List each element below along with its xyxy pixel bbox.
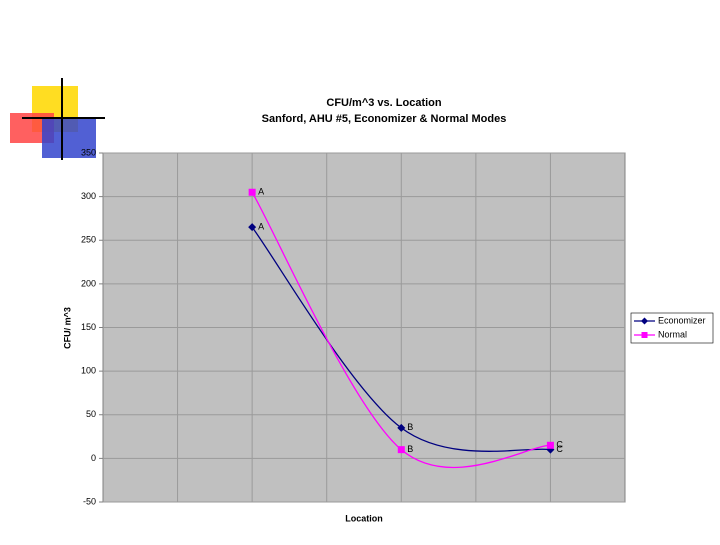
data-label: A	[258, 222, 264, 232]
point	[397, 446, 405, 454]
y-tick-label: 100	[81, 366, 96, 376]
data-label: B	[407, 422, 413, 432]
y-tick-label: 300	[81, 191, 96, 201]
y-tick-label: 200	[81, 278, 96, 288]
series-line	[251, 226, 551, 452]
series-line	[251, 191, 551, 469]
y-tick-label: 350	[81, 147, 96, 157]
y-tick-label: 250	[81, 235, 96, 245]
legend-marker	[641, 317, 648, 325]
chart-title: CFU/m^3 vs. Location	[326, 97, 442, 109]
slide-logo	[10, 78, 105, 160]
legend-label: Normal	[658, 329, 687, 339]
point	[397, 423, 406, 432]
data-label: C	[556, 440, 563, 450]
x-axis-title: Location	[345, 513, 383, 523]
point	[546, 441, 554, 449]
y-axis-title: CFU/ m^3	[62, 307, 72, 349]
legend-marker	[641, 332, 648, 338]
y-tick-label: 0	[91, 453, 96, 463]
y-tick-label: 150	[81, 322, 96, 332]
y-tick-label: -50	[83, 496, 96, 506]
logo-blue	[42, 118, 96, 158]
data-label: B	[407, 444, 413, 454]
y-tick-label: 50	[86, 409, 96, 419]
point	[248, 188, 256, 196]
data-label: C	[556, 444, 563, 454]
legend-label: Economizer	[658, 315, 706, 325]
point	[248, 223, 257, 232]
data-label: A	[258, 187, 264, 197]
chart-subtitle: Sanford, AHU #5, Economizer & Normal Mod…	[262, 113, 507, 125]
